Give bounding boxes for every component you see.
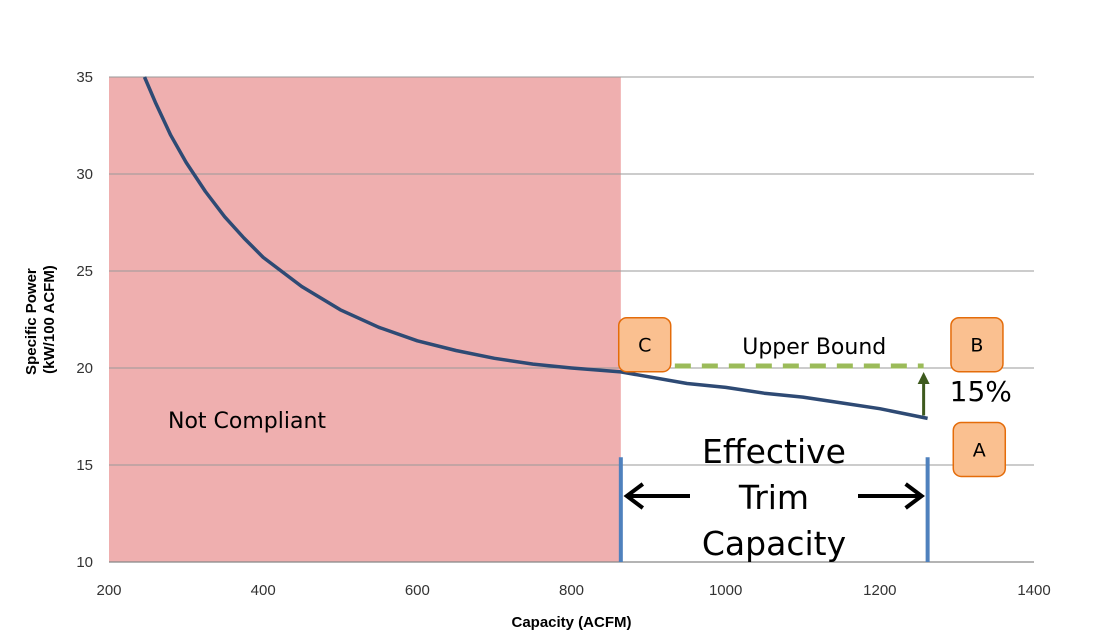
badge-box: [617, 316, 672, 373]
upper-bound-label: Upper Bound: [742, 335, 886, 360]
y-tick-label: 10: [76, 554, 93, 571]
percent-arrow-head: [917, 372, 930, 384]
y-tick-label: 20: [76, 360, 93, 377]
x-tick-label: 1000: [709, 582, 742, 599]
y-axis-label: Specific Power (kW/100 ACFM): [23, 264, 58, 375]
not-compliant-label: Not Compliant: [168, 409, 326, 434]
trim-arrow-left-head: [623, 482, 645, 510]
chart-marks: Upper Bound 15% Effective Trim Capacity Not C…: [142, 76, 1012, 563]
x-tick-label: 800: [559, 582, 584, 599]
badge-label: B: [970, 335, 983, 357]
badge-box: [952, 421, 1007, 478]
badge-label: C: [638, 335, 651, 357]
x-axis-label: Capacity (ACFM): [511, 614, 631, 631]
effective-trim-capacity-label: Trim: [738, 478, 809, 517]
percent-label: 15%: [950, 375, 1012, 408]
effective-trim-capacity-label: Effective: [702, 432, 846, 471]
x-tick-label: 600: [405, 582, 430, 599]
badge-label: A: [973, 439, 986, 461]
x-tick-label: 1400: [1017, 582, 1050, 599]
trim-arrow-right-head: [904, 482, 925, 510]
y-tick-label: 35: [76, 69, 93, 86]
y-axis-label-line1: Specific Power: [23, 268, 40, 375]
x-tick-label: 200: [96, 582, 121, 599]
effective-trim-capacity-label: Capacity: [702, 524, 846, 563]
y-tick-label: 15: [76, 457, 93, 474]
y-tick-label: 30: [76, 166, 93, 183]
y-axis-label-line2: (kW/100 ACFM): [41, 265, 58, 374]
specific-power-curve: [142, 76, 928, 421]
tick-labels: 10 15 20 25 30 35 200 400 600 800 1000 1200 1400: [76, 69, 1050, 599]
point-badge-c: C: [617, 316, 672, 373]
badge-box: [950, 316, 1004, 373]
x-tick-label: 400: [251, 582, 276, 599]
point-badge-b: B: [950, 316, 1004, 373]
point-badge-a: A: [952, 421, 1007, 478]
y-tick-label: 25: [76, 263, 93, 280]
x-tick-label: 1200: [863, 582, 896, 599]
